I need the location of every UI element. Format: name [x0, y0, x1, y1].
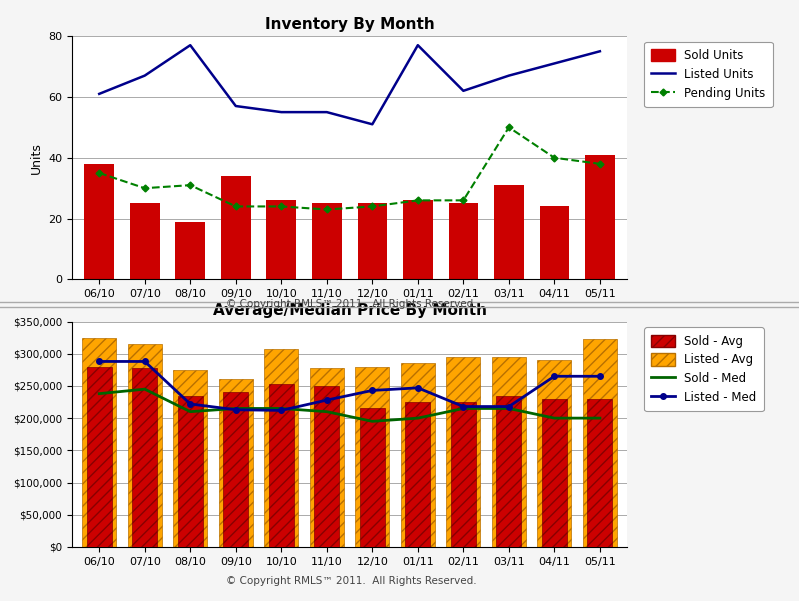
Listed - Med	[550, 373, 559, 380]
Sold - Med	[140, 386, 149, 393]
Sold - Med	[550, 415, 559, 422]
Bar	[492, 357, 526, 547]
Bar	[268, 384, 294, 547]
Bar	[401, 364, 435, 547]
Bar	[130, 203, 160, 279]
Bar	[219, 379, 252, 547]
Legend: Sold Units, Listed Units, Pending Units: Sold Units, Listed Units, Pending Units	[644, 42, 773, 107]
Bar	[539, 206, 569, 279]
Listed - Med	[322, 397, 332, 404]
Listed - Med	[413, 384, 423, 391]
Bar	[132, 368, 157, 547]
Title: Average/Median Price By Month: Average/Median Price By Month	[213, 302, 487, 317]
Bar	[582, 339, 617, 547]
Line: Listed - Med: Listed - Med	[97, 359, 602, 413]
Y-axis label: Units: Units	[30, 142, 42, 174]
Bar	[360, 409, 385, 547]
Text: © Copyright RMLS™ 2011.  All Rights Reserved.: © Copyright RMLS™ 2011. All Rights Reser…	[226, 576, 477, 586]
Listed - Med	[140, 358, 149, 365]
Sold - Med	[231, 405, 240, 412]
Sold - Med	[322, 408, 332, 415]
Legend: Sold - Avg, Listed - Avg, Sold - Med, Listed - Med: Sold - Avg, Listed - Avg, Sold - Med, Li…	[644, 328, 764, 412]
Bar	[310, 368, 344, 547]
Bar	[85, 164, 114, 279]
Line: Sold - Med: Sold - Med	[99, 389, 600, 421]
Listed - Med	[94, 358, 104, 365]
Bar	[405, 402, 431, 547]
Bar	[223, 392, 248, 547]
Bar	[176, 222, 205, 279]
Sold - Med	[595, 415, 605, 422]
Listed - Med	[595, 373, 605, 380]
Bar	[494, 185, 523, 279]
Bar	[356, 367, 389, 547]
Bar	[537, 360, 571, 547]
Bar	[128, 344, 162, 547]
Bar	[264, 349, 298, 547]
Listed - Med	[368, 387, 377, 394]
Bar	[267, 200, 296, 279]
Bar	[82, 338, 117, 547]
Bar	[448, 203, 478, 279]
Text: © Copyright RMLS™ 2011.  All Rights Reserved.: © Copyright RMLS™ 2011. All Rights Reser…	[226, 299, 477, 309]
Bar	[403, 200, 432, 279]
Title: Inventory By Month: Inventory By Month	[264, 17, 435, 32]
Bar	[221, 176, 251, 279]
Sold - Med	[504, 405, 514, 412]
Sold - Med	[276, 405, 286, 412]
Sold - Med	[94, 390, 104, 397]
Listed - Med	[185, 400, 195, 407]
Sold - Med	[459, 405, 468, 412]
Listed - Med	[504, 403, 514, 410]
Bar	[585, 154, 614, 279]
Bar	[173, 370, 207, 547]
Bar	[542, 399, 567, 547]
Bar	[451, 402, 476, 547]
Listed - Med	[231, 406, 240, 413]
Bar	[447, 357, 480, 547]
Bar	[357, 203, 387, 279]
Bar	[587, 399, 612, 547]
Bar	[496, 395, 522, 547]
Bar	[177, 395, 203, 547]
Sold - Med	[185, 408, 195, 415]
Bar	[312, 203, 342, 279]
Bar	[314, 386, 340, 547]
Listed - Med	[276, 407, 286, 414]
Listed - Med	[459, 403, 468, 410]
Sold - Med	[368, 418, 377, 425]
Bar	[87, 367, 112, 547]
Sold - Med	[413, 415, 423, 422]
